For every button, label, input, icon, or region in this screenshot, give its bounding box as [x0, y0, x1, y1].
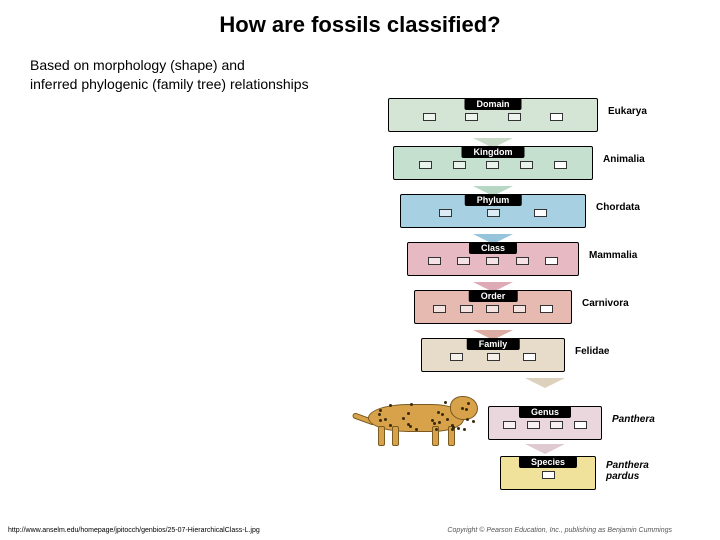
- connector-triangle: [525, 444, 565, 454]
- cell: [574, 421, 587, 429]
- rank-box-family: Family: [421, 338, 565, 372]
- rank-header: Phylum: [465, 194, 522, 206]
- cell: [550, 421, 563, 429]
- subtitle-line-2: inferred phylogenic (family tree) relati…: [30, 75, 309, 94]
- cell: [520, 161, 533, 169]
- rank-cells: [501, 471, 595, 479]
- subtitle-line-1: Based on morphology (shape) and: [30, 56, 309, 75]
- rank-level-phylum: Phylum Chordata: [380, 194, 700, 238]
- rank-box-phylum: Phylum: [400, 194, 586, 228]
- cell: [453, 161, 466, 169]
- cell: [540, 305, 553, 313]
- rank-level-class: Class Mammalia: [380, 242, 700, 286]
- rank-box-species: Species: [500, 456, 596, 490]
- cell: [542, 471, 555, 479]
- cell: [513, 305, 526, 313]
- page-title: How are fossils classified?: [0, 0, 720, 38]
- rank-header: Species: [519, 456, 577, 468]
- cell: [450, 353, 463, 361]
- rank-box-order: Order: [414, 290, 572, 324]
- rank-example: Mammalia: [589, 250, 637, 261]
- rank-box-class: Class: [407, 242, 579, 276]
- cell: [503, 421, 516, 429]
- rank-cells: [394, 161, 592, 169]
- cell: [486, 305, 499, 313]
- rank-level-genus: Genus Panthera: [380, 386, 700, 452]
- rank-cells: [389, 113, 597, 121]
- cell: [486, 257, 499, 265]
- cell: [545, 257, 558, 265]
- cell: [554, 161, 567, 169]
- rank-header: Class: [469, 242, 517, 254]
- rank-level-domain: Domain Eukarya: [380, 98, 700, 142]
- rank-example: Chordata: [596, 202, 640, 213]
- rank-header: Family: [467, 338, 520, 350]
- rank-level-family: Family Felidae: [380, 338, 700, 382]
- cell: [516, 257, 529, 265]
- cell: [428, 257, 441, 265]
- cell: [486, 161, 499, 169]
- rank-box-genus: Genus: [488, 406, 602, 440]
- copyright-text: Copyright © Pearson Education, Inc., pub…: [447, 527, 672, 534]
- cell: [487, 209, 500, 217]
- rank-box-kingdom: Kingdom: [393, 146, 593, 180]
- rank-cells: [489, 421, 601, 429]
- cell: [508, 113, 521, 121]
- source-url: http://www.anselm.edu/homepage/jpitocch/…: [8, 527, 260, 534]
- rank-example: Panthera pardus: [606, 460, 666, 482]
- rank-level-kingdom: Kingdom Animalia: [380, 146, 700, 190]
- rank-example: Eukarya: [608, 106, 647, 117]
- subtitle: Based on morphology (shape) and inferred…: [30, 56, 309, 94]
- cell: [439, 209, 452, 217]
- cell: [433, 305, 446, 313]
- cell: [419, 161, 432, 169]
- rank-example: Animalia: [603, 154, 645, 165]
- rank-example: Felidae: [575, 346, 609, 357]
- rank-header: Domain: [464, 98, 521, 110]
- rank-cells: [422, 353, 564, 361]
- leopard-illustration: [350, 386, 490, 448]
- cell: [465, 113, 478, 121]
- rank-example: Carnivora: [582, 298, 629, 309]
- rank-cells: [401, 209, 585, 217]
- cell: [523, 353, 536, 361]
- cell: [460, 305, 473, 313]
- rank-header: Kingdom: [462, 146, 525, 158]
- cell: [550, 113, 563, 121]
- rank-level-species: Species Panthera pardus: [380, 456, 700, 500]
- rank-cells: [415, 305, 571, 313]
- rank-level-order: Order Carnivora: [380, 290, 700, 334]
- rank-cells: [408, 257, 578, 265]
- rank-header: Order: [469, 290, 518, 302]
- cell: [534, 209, 547, 217]
- cell: [457, 257, 470, 265]
- rank-example: Panthera: [612, 414, 655, 425]
- taxonomy-diagram: Domain Eukarya Kingdom Animalia Phylum Chorda…: [380, 98, 700, 504]
- cell: [423, 113, 436, 121]
- rank-box-domain: Domain: [388, 98, 598, 132]
- cell: [527, 421, 540, 429]
- cell: [487, 353, 500, 361]
- rank-header: Genus: [519, 406, 571, 418]
